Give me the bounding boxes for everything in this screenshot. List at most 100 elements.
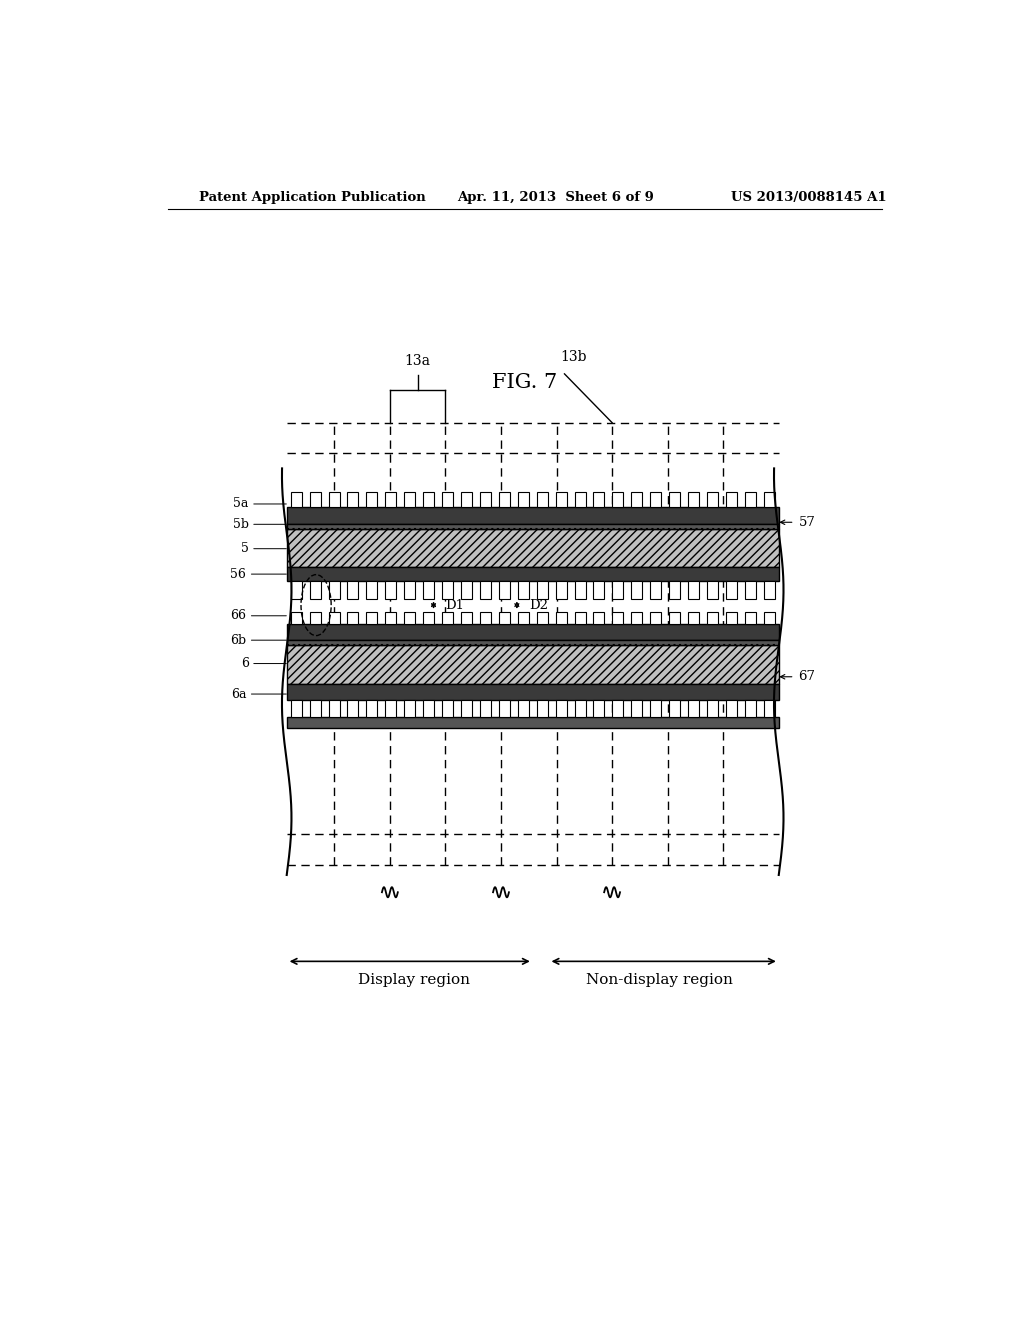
Text: Display region: Display region (357, 973, 470, 986)
Bar (574, 700, 586, 718)
Bar (291, 492, 302, 507)
Bar (574, 581, 586, 598)
Bar (367, 611, 378, 624)
Bar (518, 700, 528, 718)
Bar (688, 492, 699, 507)
Bar (669, 492, 680, 507)
Bar (385, 611, 396, 624)
Bar (650, 581, 662, 598)
Text: D2: D2 (528, 598, 548, 611)
Bar (480, 492, 490, 507)
Bar (612, 611, 624, 624)
Bar (309, 581, 321, 598)
Text: 13a: 13a (404, 354, 431, 368)
Bar (632, 700, 642, 718)
Bar (744, 700, 756, 718)
Text: 67: 67 (799, 671, 815, 684)
Bar (650, 492, 662, 507)
Bar (594, 581, 604, 598)
Text: 5a: 5a (233, 498, 249, 511)
Bar (461, 611, 472, 624)
Bar (726, 611, 737, 624)
Bar (309, 700, 321, 718)
Text: 6: 6 (241, 657, 249, 671)
Bar (707, 700, 718, 718)
Bar (499, 700, 510, 718)
Bar (287, 645, 778, 684)
Text: D1: D1 (445, 598, 465, 611)
Bar (764, 581, 775, 598)
Bar (537, 611, 548, 624)
Bar (518, 581, 528, 598)
Text: 5: 5 (241, 543, 249, 556)
Text: FIG. 7: FIG. 7 (493, 372, 557, 392)
Bar (423, 611, 434, 624)
Bar (347, 611, 358, 624)
Bar (287, 529, 778, 568)
Text: Patent Application Publication: Patent Application Publication (200, 191, 426, 205)
Bar (688, 611, 699, 624)
Bar (385, 581, 396, 598)
Bar (385, 700, 396, 718)
Bar (309, 611, 321, 624)
Bar (442, 700, 453, 718)
Bar (291, 700, 302, 718)
Bar (574, 611, 586, 624)
Bar (480, 611, 490, 624)
Text: 13b: 13b (561, 350, 587, 364)
Bar (594, 611, 604, 624)
Bar (594, 700, 604, 718)
Bar (499, 611, 510, 624)
Bar (744, 492, 756, 507)
Bar (556, 492, 566, 507)
Bar (650, 611, 662, 624)
Bar (367, 700, 378, 718)
Bar (764, 492, 775, 507)
Bar (367, 492, 378, 507)
Bar (442, 581, 453, 598)
Bar (480, 581, 490, 598)
Bar (688, 700, 699, 718)
Text: 5b: 5b (232, 517, 249, 531)
Bar (423, 700, 434, 718)
Bar (499, 492, 510, 507)
Bar (707, 492, 718, 507)
Bar (556, 611, 566, 624)
Bar (726, 700, 737, 718)
Bar (367, 581, 378, 598)
Bar (612, 700, 624, 718)
Bar (309, 492, 321, 507)
Bar (688, 581, 699, 598)
Bar (287, 568, 778, 581)
Bar (461, 581, 472, 598)
Bar (404, 611, 415, 624)
Bar (423, 581, 434, 598)
Bar (347, 700, 358, 718)
Text: 66: 66 (230, 610, 246, 622)
Bar (499, 581, 510, 598)
Bar (423, 492, 434, 507)
Bar (329, 700, 340, 718)
Bar (287, 640, 778, 645)
Bar (594, 492, 604, 507)
Bar (442, 611, 453, 624)
Bar (329, 492, 340, 507)
Bar (347, 492, 358, 507)
Bar (287, 624, 778, 640)
Bar (404, 700, 415, 718)
Bar (461, 700, 472, 718)
Text: US 2013/0088145 A1: US 2013/0088145 A1 (731, 191, 887, 205)
Bar (744, 611, 756, 624)
Bar (669, 700, 680, 718)
Bar (669, 581, 680, 598)
Bar (537, 492, 548, 507)
Bar (537, 581, 548, 598)
Bar (347, 581, 358, 598)
Bar (287, 507, 778, 524)
Bar (329, 611, 340, 624)
Bar (650, 700, 662, 718)
Bar (518, 492, 528, 507)
Bar (612, 581, 624, 598)
Bar (404, 492, 415, 507)
Bar (574, 492, 586, 507)
